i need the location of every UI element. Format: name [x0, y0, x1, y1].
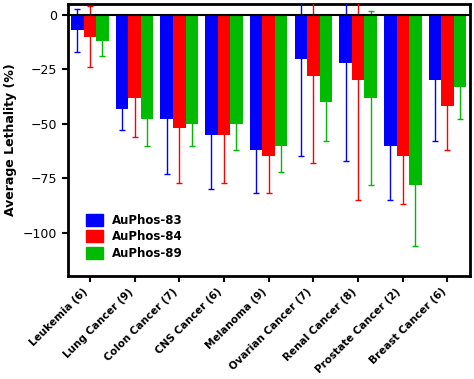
Bar: [185, 15, 198, 124]
Bar: [116, 15, 128, 108]
Bar: [128, 15, 141, 98]
Bar: [454, 15, 466, 87]
Bar: [83, 15, 96, 37]
Bar: [428, 15, 441, 80]
Bar: [339, 15, 352, 63]
Bar: [141, 15, 154, 119]
Bar: [250, 15, 263, 150]
Bar: [161, 15, 173, 119]
Bar: [352, 15, 365, 80]
Bar: [365, 15, 377, 98]
Bar: [441, 15, 454, 106]
Bar: [71, 15, 83, 30]
Bar: [173, 15, 185, 128]
Bar: [397, 15, 409, 157]
Bar: [230, 15, 243, 124]
Bar: [409, 15, 421, 185]
Y-axis label: Average Lethality (%): Average Lethality (%): [4, 64, 17, 216]
Bar: [275, 15, 287, 146]
Bar: [205, 15, 218, 135]
Bar: [307, 15, 319, 76]
Bar: [295, 15, 307, 58]
Bar: [319, 15, 332, 102]
Bar: [218, 15, 230, 135]
Bar: [263, 15, 275, 157]
Bar: [96, 15, 109, 41]
Legend: AuPhos-83, AuPhos-84, AuPhos-89: AuPhos-83, AuPhos-84, AuPhos-89: [82, 209, 188, 265]
Bar: [384, 15, 397, 146]
